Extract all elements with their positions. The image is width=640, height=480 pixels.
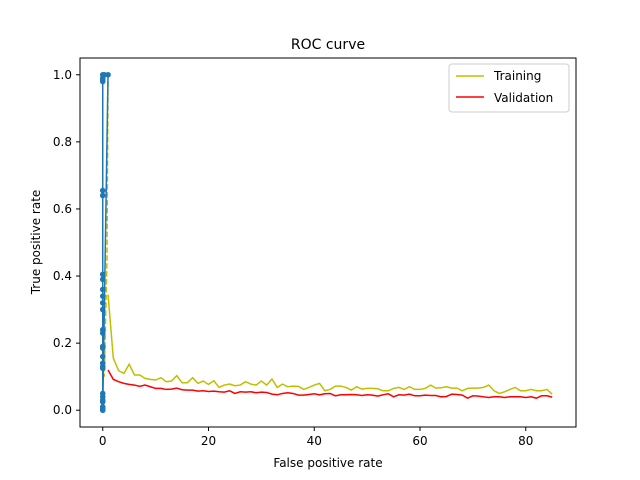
- y-tick-label: 0.6: [53, 202, 72, 216]
- x-tick-label: 0: [99, 434, 107, 448]
- roc-point: [99, 306, 106, 313]
- roc-point: [99, 276, 106, 283]
- x-tick-label: 20: [201, 434, 216, 448]
- axis-ticks: 0 20 40 60 80 0.0 0.2 0.4 0.6 0.8 1.0: [53, 68, 533, 448]
- roc-point: [99, 187, 106, 194]
- plot-area: [99, 71, 553, 414]
- y-tick-label: 0.8: [53, 135, 72, 149]
- roc-point: [99, 286, 106, 293]
- roc-point: [99, 330, 106, 336]
- roc-point: [99, 407, 106, 414]
- roc-point: [99, 399, 106, 405]
- series-line-training: [107, 294, 553, 395]
- legend: Training Validation: [448, 63, 570, 113]
- roc-point: [99, 192, 106, 199]
- x-tick-label: 80: [518, 434, 533, 448]
- legend-label-validation: Validation: [494, 91, 553, 105]
- roc-point: [99, 271, 106, 278]
- series-line-validation: [107, 369, 553, 399]
- axes-frame: [79, 57, 577, 428]
- roc-point: [99, 365, 106, 372]
- roc-point: [99, 75, 106, 81]
- x-tick-label: 40: [307, 434, 322, 448]
- y-tick-label: 0.2: [53, 336, 72, 350]
- roc-point: [99, 300, 106, 306]
- roc-point: [99, 293, 106, 299]
- legend-label-training: Training: [493, 69, 541, 83]
- roc-point: [105, 71, 111, 78]
- y-tick-label: 0.4: [53, 269, 72, 283]
- y-tick-label: 1.0: [53, 68, 72, 82]
- x-tick-label: 60: [412, 434, 427, 448]
- chart-title: ROC curve: [291, 37, 365, 53]
- x-axis-label: False positive rate: [273, 456, 382, 470]
- roc-point: [99, 345, 106, 351]
- roc-point: [99, 353, 106, 360]
- y-axis-label: True positive rate: [29, 190, 43, 296]
- y-tick-label: 0.0: [53, 403, 72, 417]
